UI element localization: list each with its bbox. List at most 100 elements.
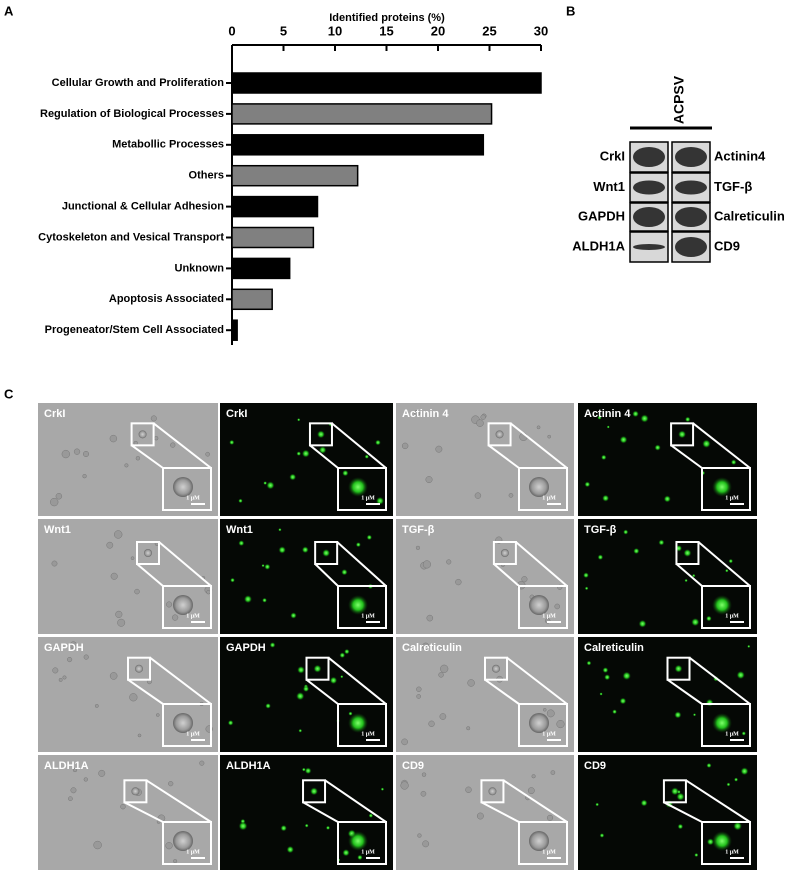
zoom-target-box	[162, 821, 212, 865]
zoom-spot	[712, 595, 732, 615]
zoom-source-box	[136, 541, 160, 565]
green-spot	[298, 728, 303, 733]
brightfield-image	[396, 637, 574, 752]
blot-label: Calreticulin	[714, 208, 785, 223]
blot-band	[633, 244, 665, 250]
blot-band	[633, 180, 665, 195]
bar	[231, 195, 319, 218]
scale-label: 1 μM	[542, 731, 556, 737]
green-spot	[341, 569, 348, 576]
green-spot	[736, 670, 745, 680]
green-spot	[706, 762, 712, 768]
cell	[425, 476, 433, 484]
blot-band	[675, 180, 707, 195]
green-spot	[344, 648, 350, 655]
scale-label: 1 μM	[361, 849, 375, 855]
green-spot	[243, 595, 253, 604]
zoom-line	[509, 422, 568, 469]
zoom-spot	[348, 831, 368, 851]
y-tick-label: Others	[189, 170, 224, 182]
green-spot	[366, 534, 373, 541]
green-spot	[677, 823, 684, 830]
cell	[401, 442, 409, 450]
green-spot	[339, 652, 346, 659]
zoom-line	[688, 656, 751, 705]
y-tick-label: Regulation of Biological Processes	[40, 108, 224, 120]
zoom-cell	[173, 831, 193, 851]
zoom-source-box	[480, 779, 505, 804]
green-spot	[685, 416, 691, 423]
cell	[52, 667, 59, 674]
cell	[94, 704, 99, 708]
zoom-target-box	[337, 821, 387, 865]
green-spot	[638, 619, 647, 628]
cell	[166, 601, 173, 608]
cell	[401, 738, 408, 746]
bar	[231, 72, 542, 94]
zoom-source-box	[666, 656, 691, 681]
cell	[67, 656, 73, 663]
green-spot	[380, 787, 385, 791]
cell	[199, 760, 205, 766]
scale-label: 1 μM	[725, 849, 739, 855]
brightfield-image	[38, 637, 218, 752]
cell	[554, 603, 561, 610]
cell	[172, 614, 179, 621]
cell	[61, 449, 70, 459]
green-spot	[278, 546, 286, 554]
bar	[231, 164, 359, 187]
micrograph-label: TGF-β	[402, 524, 435, 536]
x-tick-label: 5	[280, 23, 287, 38]
zoom-cell	[492, 664, 500, 673]
micrograph-label: ALDH1A	[44, 760, 89, 772]
zoom-spot	[313, 664, 322, 673]
fluorescence-image	[578, 519, 757, 634]
cell	[547, 434, 552, 439]
cell	[435, 445, 443, 453]
zoom-line	[675, 563, 703, 587]
cell	[120, 803, 126, 810]
green-spot	[304, 823, 309, 828]
green-spot	[265, 703, 271, 709]
zoom-source-box	[305, 656, 330, 681]
green-spot	[375, 496, 385, 505]
scale-label: 1 μM	[542, 849, 556, 855]
cell	[414, 409, 421, 417]
green-spot	[357, 854, 363, 861]
zoom-source-box	[130, 422, 155, 447]
zoom-source-box	[662, 779, 687, 804]
green-spot	[289, 473, 297, 481]
cell	[51, 560, 58, 567]
green-spot	[602, 494, 610, 502]
green-spot	[296, 451, 302, 456]
green-spot	[658, 539, 665, 546]
zoom-target-box	[518, 467, 568, 511]
scale-label: 1 μM	[725, 495, 739, 501]
scale-label: 1 μM	[361, 731, 375, 737]
zoom-line	[324, 779, 387, 823]
cell	[124, 463, 129, 468]
green-spot	[229, 439, 235, 445]
cell	[114, 530, 123, 539]
cell	[205, 451, 210, 457]
bar	[231, 319, 238, 341]
cell	[130, 556, 135, 560]
cell	[426, 614, 434, 622]
green-spot	[632, 410, 639, 418]
zoom-spot	[670, 787, 679, 796]
cell	[110, 572, 118, 580]
green-spot	[730, 459, 737, 465]
zoom-line	[487, 444, 520, 469]
zoom-target-box	[337, 585, 387, 629]
green-spot	[238, 498, 243, 504]
green-spot	[348, 711, 353, 716]
cell	[73, 448, 81, 455]
cell	[83, 777, 88, 782]
micrograph-label: Calreticulin	[402, 642, 462, 654]
green-spot	[297, 666, 305, 674]
zoom-line	[515, 541, 568, 587]
zoom-line	[493, 563, 520, 587]
bar	[231, 226, 315, 249]
zoom-line	[327, 656, 387, 705]
